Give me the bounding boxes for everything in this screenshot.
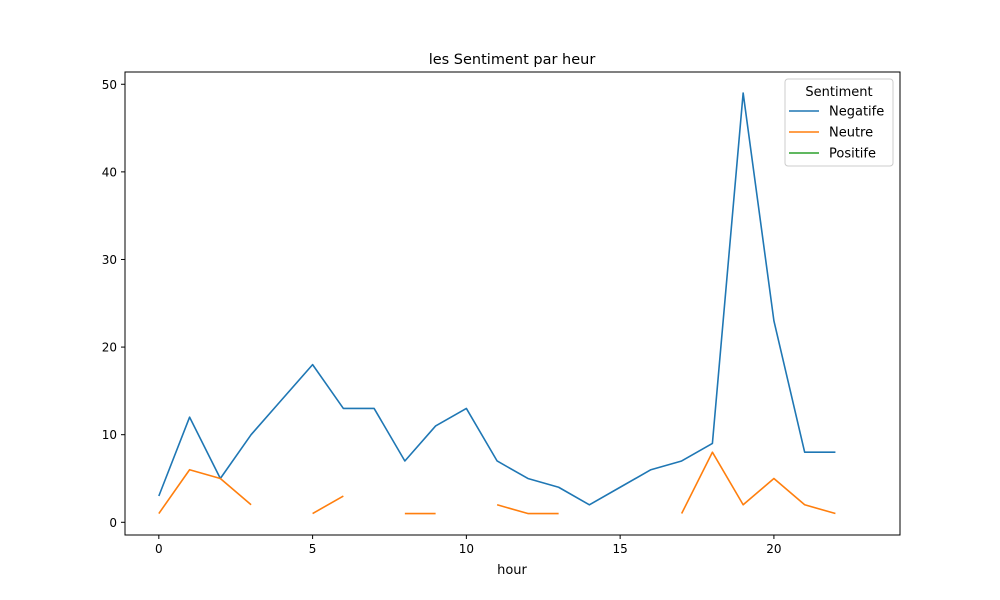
y-tick-label: 0 <box>109 516 117 530</box>
x-axis: 0 5 10 15 20 <box>155 535 782 556</box>
legend-items: Negatife Neutre Positife <box>789 105 884 162</box>
legend-label-negatife: Negatife <box>829 105 884 120</box>
y-tick-label: 20 <box>102 341 117 355</box>
legend-box <box>784 78 894 167</box>
x-axis-label: hour <box>497 563 527 578</box>
legend-label-neutre: Neutre <box>829 126 873 141</box>
series-line-negatife <box>158 92 836 506</box>
legend: Sentiment Negatife Neutre Positife <box>784 78 894 167</box>
x-tick-label: 10 <box>459 542 474 556</box>
y-axis: 0 10 20 30 40 50 <box>102 78 125 530</box>
chart-title: les Sentiment par heur <box>429 52 596 68</box>
y-tick-label: 40 <box>102 165 117 179</box>
y-tick-label: 30 <box>102 253 117 267</box>
legend-title: Sentiment <box>805 85 872 100</box>
x-tick-label: 5 <box>309 542 317 556</box>
y-tick-label: 50 <box>102 78 117 92</box>
y-tick-label: 10 <box>102 428 117 442</box>
legend-label-positife: Positife <box>829 147 876 162</box>
series-layer <box>158 92 836 515</box>
series-line-neutre <box>158 451 836 515</box>
x-tick-label: 15 <box>612 542 627 556</box>
x-tick-label: 0 <box>155 542 163 556</box>
plot-frame <box>124 71 901 536</box>
x-tick-label: 20 <box>766 542 781 556</box>
